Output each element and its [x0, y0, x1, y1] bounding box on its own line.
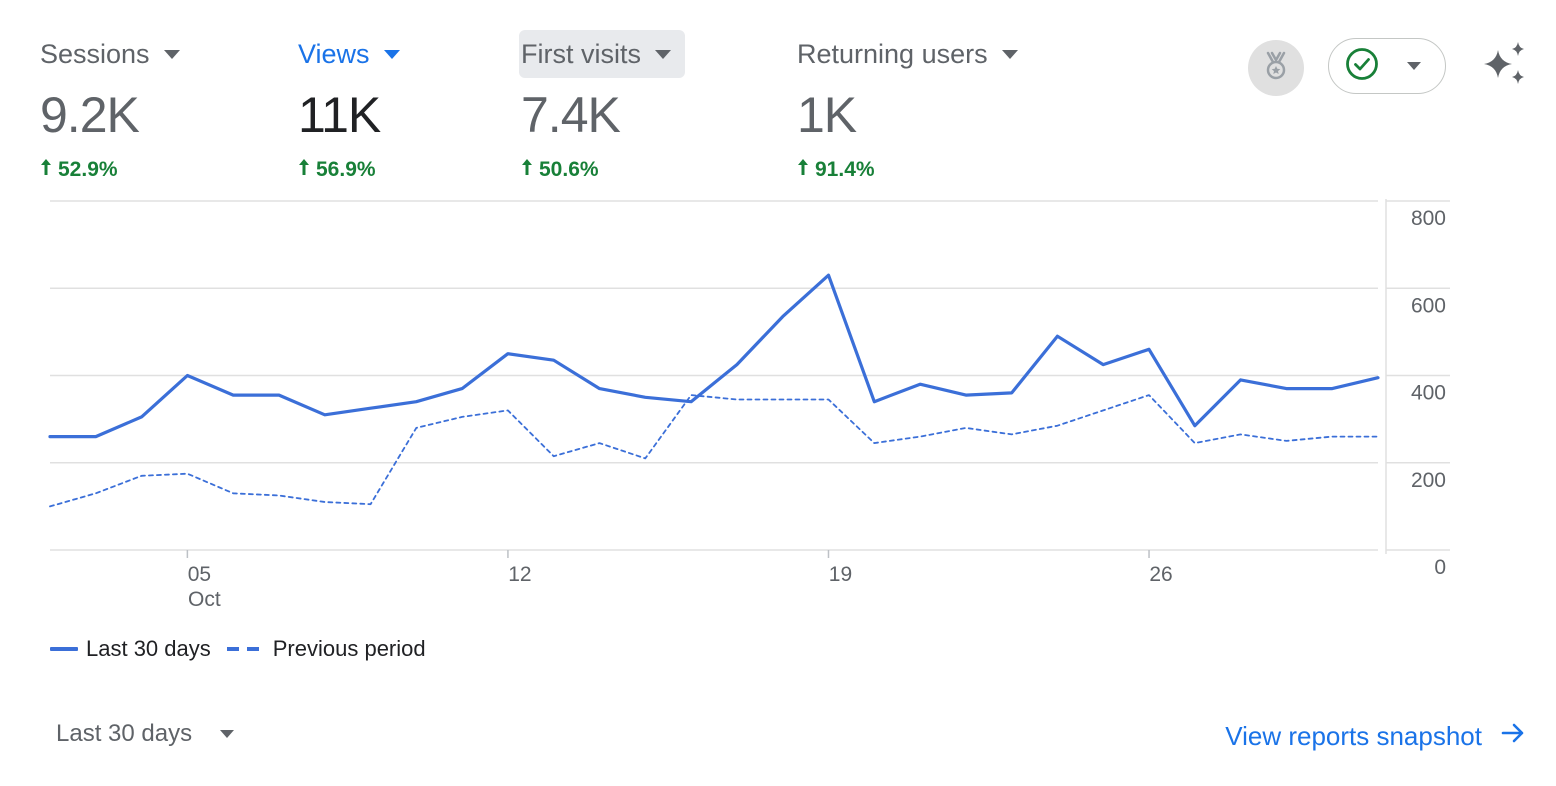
y-tick-label: 400 — [1411, 382, 1446, 405]
insights-button[interactable] — [1478, 38, 1530, 90]
series-line-previous-period — [49, 394, 1379, 508]
metric-selector-returning-users[interactable]: Returning users — [797, 30, 1032, 78]
caret-down-icon — [220, 730, 235, 738]
metric-change-value: 50.6% — [539, 158, 599, 181]
metric-value: 7.4K — [521, 87, 621, 143]
legend-item-last-30-days: Last 30 days — [50, 636, 211, 662]
metric-label: Sessions — [40, 38, 150, 69]
metric-value: 1K — [797, 87, 857, 143]
x-tick-sublabel: Oct — [188, 588, 221, 611]
award-button[interactable] — [1248, 40, 1304, 96]
x-tick-label: 05 — [188, 563, 211, 586]
legend-swatch-solid — [50, 647, 78, 651]
y-tick-label: 600 — [1411, 294, 1446, 317]
y-tick-label: 800 — [1411, 207, 1446, 230]
arrow-right-icon — [1500, 720, 1526, 753]
y-tick-label: 200 — [1411, 469, 1446, 492]
metric-change: 50.6% — [521, 158, 685, 182]
arrow-up-icon — [797, 158, 809, 182]
metric-card-first-visits[interactable]: First visits 7.4K 50.6% — [519, 30, 685, 182]
metric-label: Views — [298, 38, 370, 69]
date-range-label: Last 30 days — [56, 720, 193, 747]
metric-change: 56.9% — [298, 158, 414, 182]
x-tick-label: 19 — [829, 563, 852, 586]
caret-down-icon — [1001, 49, 1018, 59]
view-reports-snapshot-link[interactable]: View reports snapshot — [1225, 720, 1526, 753]
legend-label: Previous period — [272, 636, 426, 661]
metric-label: First visits — [521, 38, 641, 69]
metric-change-value: 91.4% — [815, 158, 875, 181]
line-chart: 800 600 400 200 0 05 Oct 12 19 26 — [0, 190, 1556, 625]
legend-swatch-dashed — [226, 647, 259, 651]
caret-down-icon — [1407, 57, 1421, 75]
metric-value: 9.2K — [40, 87, 140, 143]
series-line-last-30-days — [48, 273, 1380, 439]
y-tick-label: 0 — [1434, 556, 1446, 579]
status-dropdown-button[interactable] — [1328, 38, 1446, 94]
metric-selector-sessions[interactable]: Sessions — [40, 30, 194, 78]
arrow-up-icon — [521, 158, 533, 182]
arrow-up-icon — [40, 158, 52, 182]
metric-label: Returning users — [797, 38, 988, 69]
metric-change: 52.9% — [40, 158, 194, 182]
award-medal-icon — [1259, 49, 1293, 88]
date-range-dropdown[interactable]: Last 30 days — [56, 720, 235, 748]
metric-card-sessions[interactable]: Sessions 9.2K 52.9% — [40, 30, 194, 182]
metric-value: 11K — [298, 87, 381, 143]
sparkle-icon — [1478, 42, 1530, 94]
chart-legend: Last 30 days Previous period — [50, 636, 442, 662]
metric-card-returning-users[interactable]: Returning users 1K 91.4% — [797, 30, 1032, 182]
x-tick-label: 26 — [1149, 563, 1172, 586]
metric-selector-first-visits[interactable]: First visits — [519, 30, 685, 78]
caret-down-icon — [383, 49, 400, 59]
metric-change-value: 56.9% — [316, 158, 376, 181]
metric-card-views[interactable]: Views 11K 56.9% — [298, 30, 414, 182]
metric-change: 91.4% — [797, 158, 1032, 182]
check-circle-icon — [1345, 47, 1379, 86]
metric-change-value: 52.9% — [58, 158, 118, 181]
metric-selector-views[interactable]: Views — [298, 30, 414, 78]
legend-item-previous-period: Previous period — [226, 636, 426, 662]
legend-label: Last 30 days — [86, 636, 211, 661]
x-tick-label: 12 — [508, 563, 531, 586]
arrow-up-icon — [298, 158, 310, 182]
caret-down-icon — [163, 49, 180, 59]
snapshot-link-label: View reports snapshot — [1225, 721, 1482, 751]
caret-down-icon — [654, 49, 671, 59]
